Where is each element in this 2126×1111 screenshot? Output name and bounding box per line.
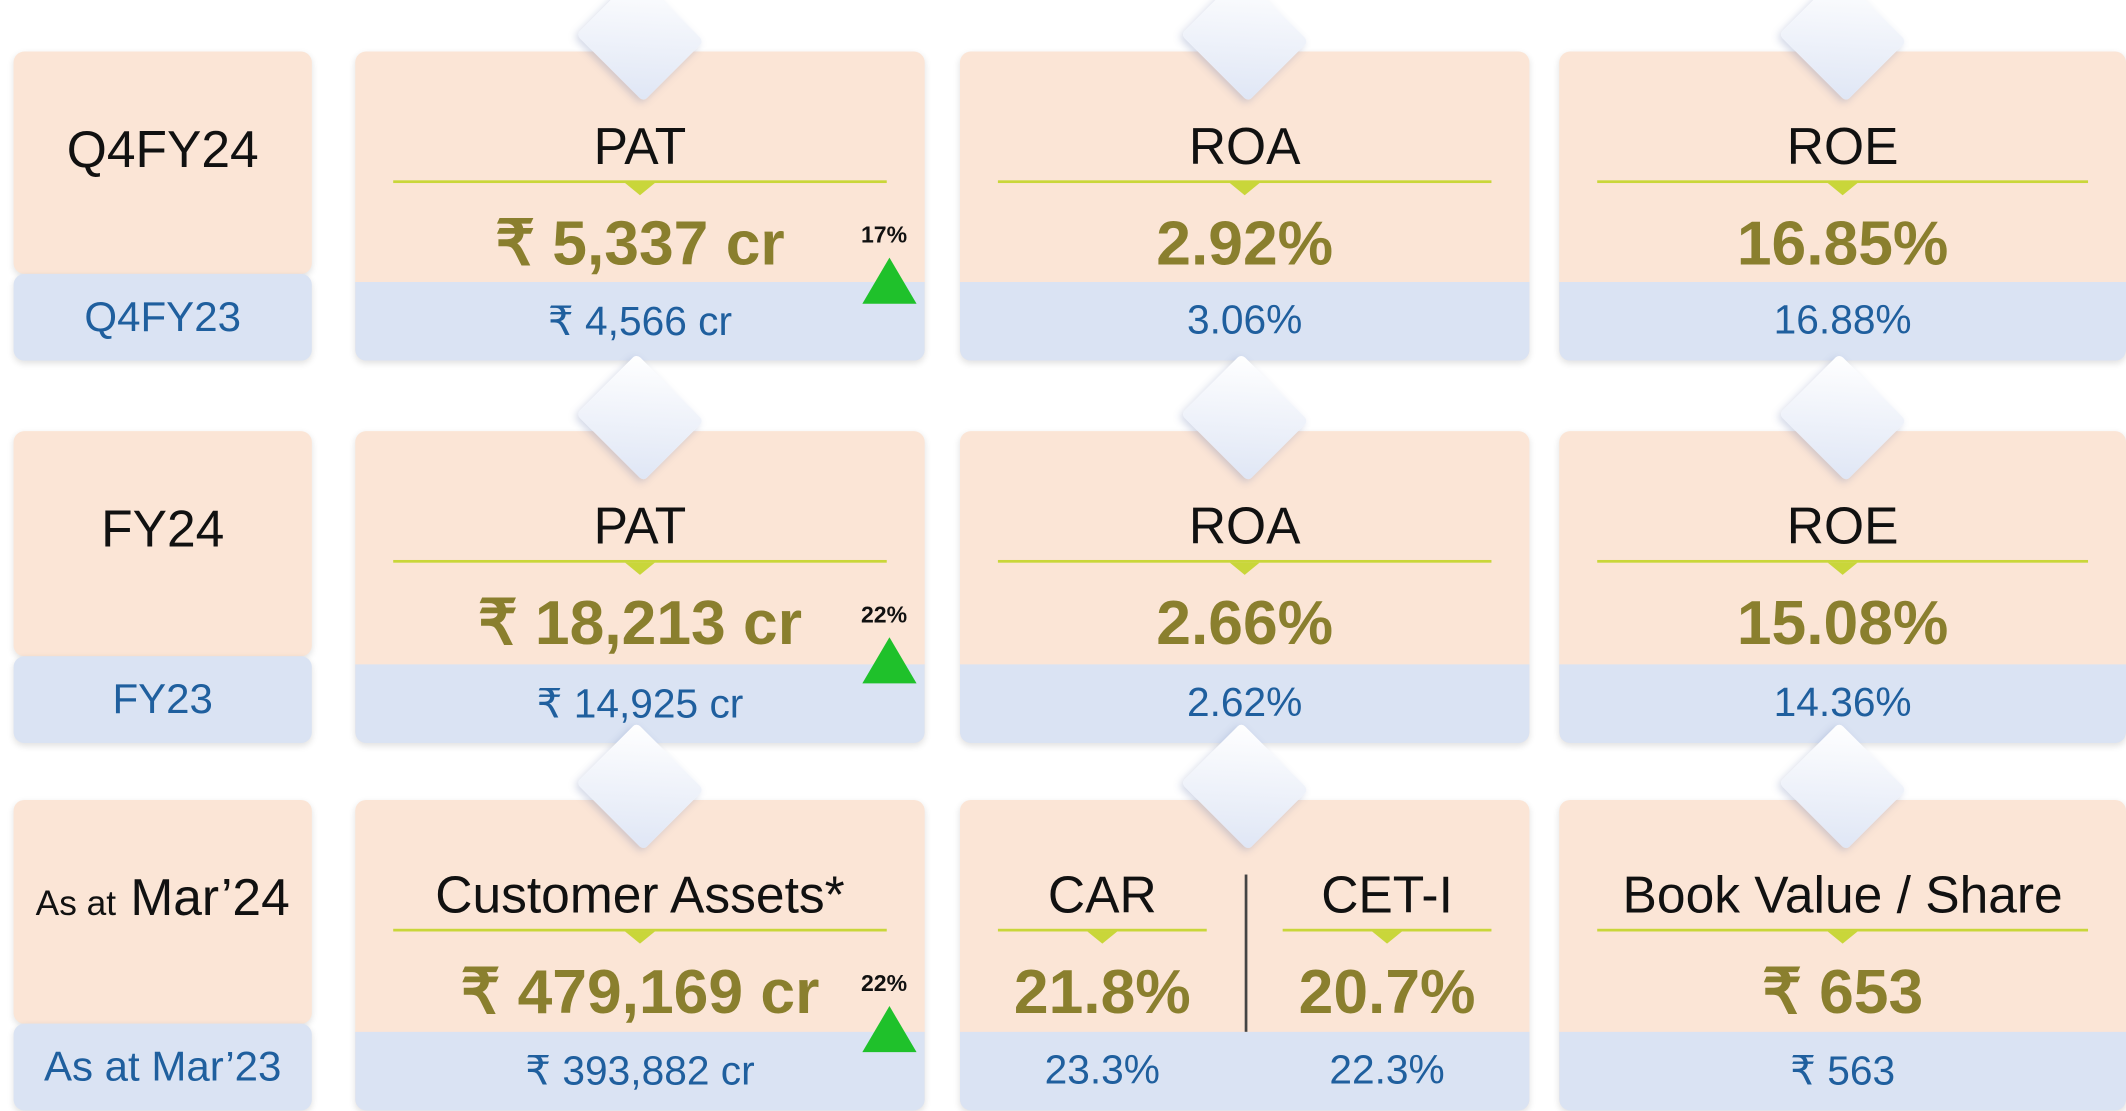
growth-arrow: [862, 637, 917, 684]
growth-arrow: [862, 1006, 917, 1053]
card-value: ₹ 5,337 cr: [495, 207, 785, 278]
card-value: 15.08%: [1736, 587, 1949, 658]
period-text: Mar’24: [130, 870, 290, 928]
prior-value: ₹ 393,882 cr: [525, 1049, 755, 1095]
prior-period-box: [13, 1023, 312, 1111]
card-title: ROE: [1786, 119, 1899, 177]
period-box: [13, 431, 312, 657]
title-notch: [1229, 183, 1260, 196]
title-rule: [393, 180, 887, 184]
title-rule: [1597, 180, 2089, 184]
card-value: 2.66%: [1156, 587, 1334, 658]
prior-period-box: [13, 656, 312, 744]
title-notch: [625, 183, 655, 196]
title-rule: [997, 180, 1492, 184]
title-rule: [1282, 928, 1492, 932]
growth-label: 22%: [860, 970, 908, 997]
title-notch: [625, 562, 655, 575]
card-value: 2.92%: [1156, 207, 1334, 278]
period-box: [13, 51, 312, 274]
period-label: As at Mar’24: [14, 870, 312, 928]
period-label: FY24: [14, 502, 312, 560]
prior-value: 22.3%: [1329, 1048, 1445, 1093]
card-title: Customer Assets*: [435, 867, 845, 925]
growth-label: 17%: [860, 222, 908, 249]
card-title: ROE: [1786, 498, 1899, 556]
period-text: Q4FY24: [66, 122, 259, 179]
card-title: ROA: [1188, 119, 1301, 177]
prior-period-label: FY23: [112, 675, 213, 723]
prior-value: ₹ 14,925 cr: [536, 682, 744, 727]
space: [116, 870, 130, 927]
card-band: [355, 1031, 925, 1111]
title-notch: [1827, 562, 1858, 575]
title-notch: [1827, 183, 1858, 196]
prior-period-label: Q4FY23: [84, 292, 241, 341]
card-band: [1559, 282, 2126, 361]
growth-arrow: [862, 257, 917, 304]
period-text: FY24: [101, 501, 225, 559]
divider: [1244, 874, 1248, 1032]
title-rule: [1597, 928, 2089, 932]
prior-value: 14.36%: [1773, 680, 1912, 726]
prior-value: 2.62%: [1187, 680, 1303, 726]
title-rule: [997, 559, 1492, 563]
prior-value: 23.3%: [1044, 1048, 1160, 1093]
title-notch: [625, 931, 655, 944]
prior-value: 3.06%: [1187, 298, 1303, 344]
card-value: ₹ 18,213 cr: [477, 587, 802, 658]
card-title: CAR: [1047, 867, 1157, 925]
growth-label: 22%: [860, 602, 908, 628]
card-value: ₹ 479,169 cr: [460, 955, 820, 1027]
card-title: ROA: [1188, 498, 1301, 556]
card-band: [959, 1031, 1530, 1111]
card-title: CET-I: [1321, 867, 1453, 925]
card-title: Book Value / Share: [1622, 867, 2063, 925]
title-rule: [997, 928, 1207, 932]
title-notch: [1372, 931, 1402, 944]
title-rule: [393, 928, 887, 932]
period-label: Q4FY24: [14, 122, 312, 180]
card-title: PAT: [593, 498, 687, 556]
period-box: [13, 799, 312, 1024]
card-value: 16.85%: [1736, 207, 1949, 278]
title-notch: [1229, 562, 1260, 575]
prior-value: ₹ 4,566 cr: [547, 299, 733, 345]
card-value: 20.7%: [1298, 955, 1476, 1027]
card-band: [355, 282, 925, 361]
period-prefix: As at: [35, 882, 117, 924]
card-value: ₹ 653: [1762, 955, 1924, 1027]
card-band: [959, 282, 1530, 361]
card-band: [1559, 1031, 2126, 1111]
prior-value: 16.88%: [1773, 298, 1912, 344]
title-rule: [1597, 559, 2089, 563]
prior-value: ₹ 563: [1790, 1049, 1896, 1095]
title-rule: [393, 559, 887, 563]
title-notch: [1087, 931, 1118, 944]
prior-period-box: [13, 273, 312, 361]
card-title: PAT: [593, 119, 687, 177]
card-value: 21.8%: [1013, 955, 1191, 1027]
title-notch: [1827, 931, 1858, 944]
prior-period-label: As at Mar’23: [43, 1042, 282, 1091]
